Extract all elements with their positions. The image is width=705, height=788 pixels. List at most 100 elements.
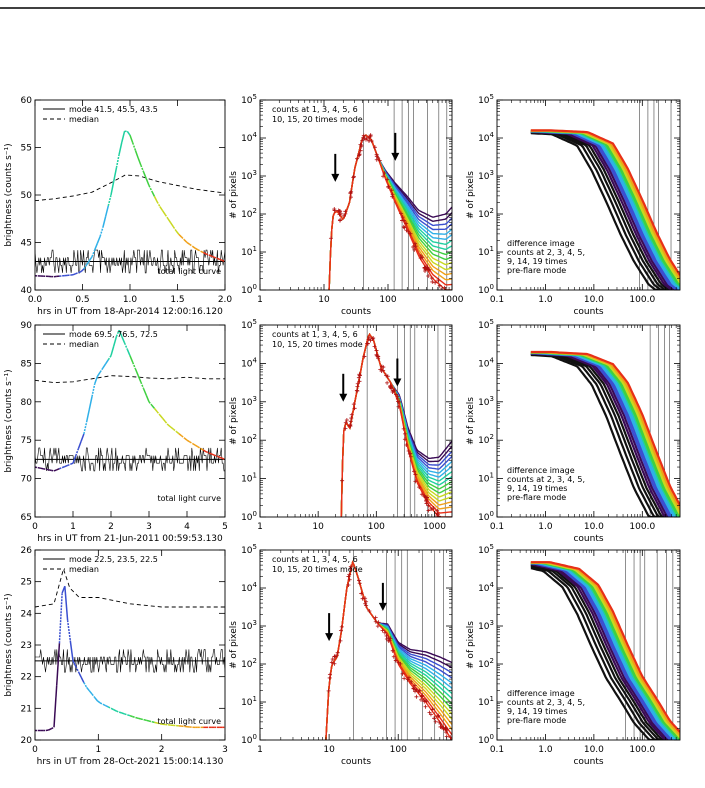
total-curve-segment (123, 342, 128, 350)
histogram-marker (430, 279, 435, 284)
x-tick-label: 1000 (441, 295, 464, 305)
histogram-marker (402, 225, 407, 230)
legend-median-label: median (69, 115, 99, 124)
total-curve-segment (216, 257, 220, 261)
histogram-marker (348, 191, 353, 196)
histogram-marker (386, 184, 391, 189)
total-curve-segment (67, 463, 71, 467)
histogram-marker (348, 566, 353, 571)
histogram-marker (429, 507, 434, 512)
total-curve-segment (151, 404, 156, 409)
cumulative-curve (530, 350, 680, 506)
y-tick-label: 100 (478, 733, 494, 746)
x-tick-label: 100.0 (629, 522, 655, 532)
histogram-marker (408, 451, 413, 456)
y-tick-label: 103 (241, 395, 257, 408)
note-line: counts at 2, 3, 4, 5, (507, 475, 585, 484)
histogram-marker (419, 697, 424, 702)
total-curve-segment (142, 388, 147, 396)
total-curve-segment (69, 640, 74, 661)
histogram-marker (364, 603, 369, 608)
histogram-marker (426, 503, 431, 508)
y-axis-label: # of pixels (466, 621, 476, 669)
histogram-marker (386, 638, 391, 643)
y-tick-label: 104 (478, 356, 494, 369)
x-tick-label: 100 (390, 745, 407, 755)
histogram-marker (432, 716, 437, 721)
median-curve (35, 567, 225, 608)
total-curve-segment (88, 256, 93, 262)
total-curve-segment (83, 682, 88, 688)
mode-noise-curve (35, 447, 225, 472)
histogram-marker (408, 231, 413, 236)
plot-data (35, 567, 225, 732)
arrow-head (393, 378, 402, 387)
y-tick-label: 101 (478, 695, 494, 708)
y-tick-label: 103 (241, 619, 257, 632)
x-tick-label: 3 (222, 745, 228, 755)
histogram-marker (436, 278, 441, 283)
histogram-marker (400, 671, 405, 676)
total-curve-segment (94, 697, 99, 702)
total-curve-segment (72, 455, 77, 464)
y-axis-label: brightness (counts s⁻¹) (4, 369, 14, 472)
histogram-marker (327, 675, 332, 680)
x-tick-label: 0.5 (75, 295, 89, 305)
y-tick-label: 60 (21, 96, 33, 106)
histogram-marker (332, 654, 337, 659)
histogram-marker (373, 619, 378, 624)
x-tick-label: 10.0 (584, 295, 604, 305)
histogram-marker (330, 657, 335, 662)
x-tick-label: 1 (257, 522, 263, 532)
histogram-marker (349, 416, 354, 421)
total-curve-segment (151, 190, 156, 197)
histogram-marker (372, 344, 377, 349)
histogram-marker (422, 494, 427, 499)
total-curve-segment (37, 466, 41, 469)
histogram-marker (413, 472, 418, 477)
histogram-marker (417, 485, 422, 490)
cumulative-curve (530, 561, 680, 733)
cumulative-curve (530, 129, 680, 276)
total-curve-segment (142, 171, 147, 179)
total-curve-segment (208, 452, 212, 455)
total-curve-segment (85, 409, 91, 423)
total-curve-segment (181, 236, 185, 241)
histogram-marker (423, 267, 428, 272)
histogram-marker (343, 420, 348, 425)
x-tick-label: 1.0 (538, 522, 553, 532)
total-curve-segment (148, 720, 152, 723)
total-curve-segment (80, 268, 85, 273)
median-curve (35, 375, 225, 384)
y-tick-label: 102 (241, 657, 257, 670)
plot-data (340, 325, 452, 517)
y-tick-label: 105 (478, 318, 494, 331)
total-curve-segment (102, 216, 107, 228)
total-curve-segment (51, 469, 55, 472)
note-line: 10, 15, 20 times mode (272, 340, 363, 349)
total-curve-segment (216, 455, 220, 458)
total-curve-segment (219, 456, 223, 459)
total-curve-segment (219, 258, 223, 262)
y-tick-label: 102 (241, 433, 257, 446)
arrow-head (391, 152, 400, 161)
total-curve-segment (94, 242, 99, 251)
total-curve-segment (194, 247, 199, 251)
histogram-marker (347, 572, 352, 577)
total-curve-segment (53, 685, 58, 728)
total-curve-segment (78, 270, 82, 274)
total-curve-segment (110, 345, 115, 356)
total-curve-segment (99, 702, 104, 705)
histogram-marker (349, 412, 354, 417)
histogram-marker (346, 574, 351, 579)
histogram-marker (375, 624, 380, 629)
total-curve-segment (77, 441, 82, 449)
y-tick-label: 104 (478, 581, 494, 594)
total-curve-segment (200, 447, 204, 451)
total-curve-segment (205, 253, 209, 256)
y-tick-label: 55 (21, 144, 32, 154)
histogram-marker (360, 138, 365, 143)
total-light-curve-label: total light curve (157, 494, 221, 503)
total-curve-segment (137, 717, 142, 720)
total-curve-segment (132, 715, 136, 719)
